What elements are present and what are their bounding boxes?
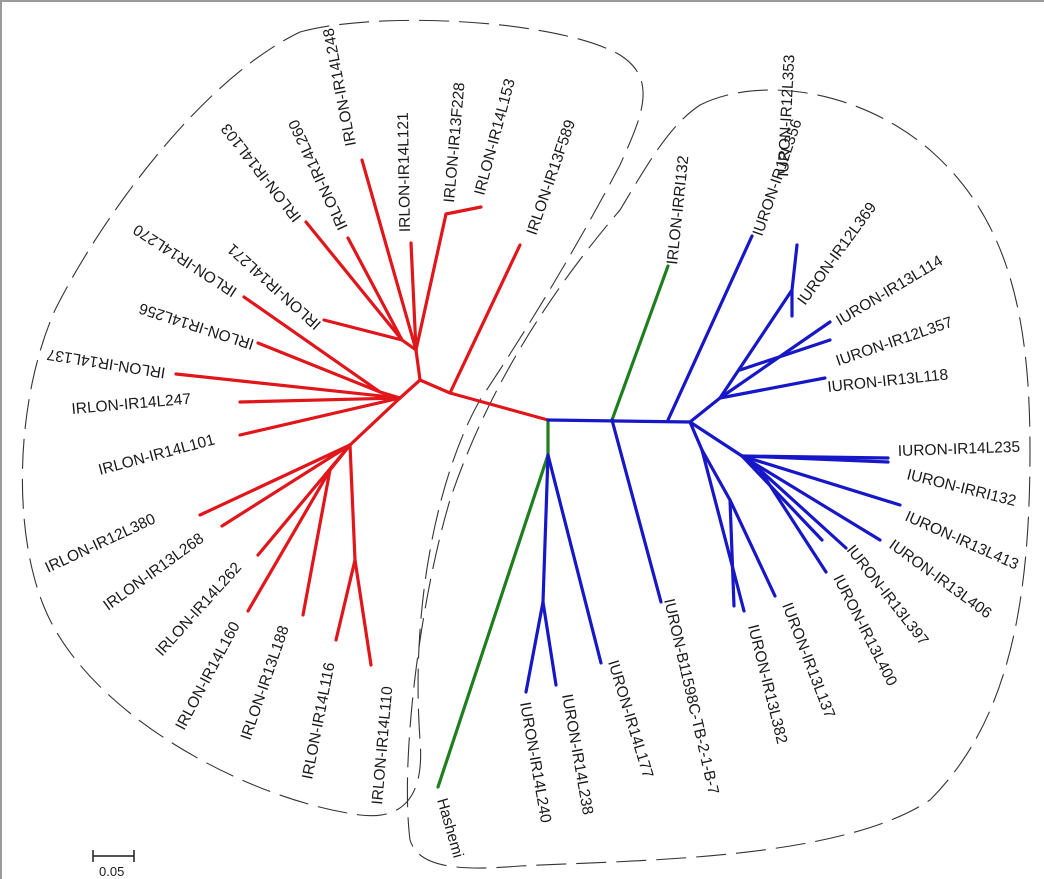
red-branch xyxy=(360,158,418,352)
red-branch xyxy=(334,443,357,642)
group-hull-right xyxy=(406,89,1031,869)
taxon-label: IURON-IR13L137 xyxy=(778,600,838,720)
red-branch xyxy=(174,372,402,400)
taxon-label: IRLON-IRRI132 xyxy=(664,155,692,266)
taxon-label: IRLON-IR14L137 xyxy=(46,345,167,381)
taxon-label: IRLON-IR14L153 xyxy=(471,77,518,197)
red-branch xyxy=(414,348,422,382)
blue-branch xyxy=(610,418,663,604)
taxon-label: IRLON-IR13F589 xyxy=(524,118,579,238)
taxon-label: IRLON-IR14L110 xyxy=(369,685,396,805)
taxon-label: Hashemi xyxy=(433,796,466,859)
blue-branch xyxy=(541,600,558,687)
taxon-label: IURON-IR12L369 xyxy=(794,199,880,308)
taxon-label: IURON-IR13L118 xyxy=(827,366,949,396)
red-branch xyxy=(353,558,373,667)
red-branch xyxy=(398,378,422,400)
taxon-label: IRLON-IR14L248 xyxy=(320,27,360,148)
blue-branch xyxy=(758,468,848,550)
red-branch xyxy=(418,378,550,422)
taxon-label: IRLON-IR14L256 xyxy=(137,299,256,352)
blue-branch xyxy=(790,243,799,292)
blue-branch xyxy=(546,453,603,665)
red-branch xyxy=(304,220,404,342)
blue-branch xyxy=(688,288,794,424)
taxon-labels: IRLON-IR13F589 IRLON-IR14L153 IRLON-IR13… xyxy=(43,27,1022,860)
blue-branch xyxy=(728,498,736,608)
red-branch xyxy=(301,468,332,617)
blue-branch xyxy=(740,454,824,542)
taxon-label: IURON-IRRI132 xyxy=(905,466,1018,510)
taxon-label: IURON-IR14L235 xyxy=(898,439,1021,460)
scale-bar: 0.05 xyxy=(92,850,135,879)
blue-branch xyxy=(666,234,754,422)
red-branch xyxy=(238,396,402,404)
red-branch xyxy=(238,396,402,437)
red-branch xyxy=(256,341,382,394)
red-branch xyxy=(409,241,418,352)
blue-branch xyxy=(738,338,832,372)
taxon-label: IRLON-IR14L101 xyxy=(97,431,217,478)
group-hull-left xyxy=(21,19,644,817)
green-branch xyxy=(610,264,670,422)
red-branch xyxy=(220,443,352,528)
taxon-label: IRLON-IR13L188 xyxy=(238,624,293,743)
red-branch xyxy=(346,236,418,352)
taxon-label: IURON-IR14L177 xyxy=(604,658,656,780)
taxon-label: IRLON-IR14L116 xyxy=(299,661,338,781)
blue-branch xyxy=(740,454,890,460)
taxon-label: IURON-IR12L353 xyxy=(775,54,798,177)
taxon-label: IURON-IR13L382 xyxy=(744,623,790,746)
red-branch xyxy=(414,212,448,352)
taxon-label: IRLON-IR14L270 xyxy=(130,220,240,300)
red-branch xyxy=(444,205,483,216)
taxon-label: IRLON-IR12L380 xyxy=(43,510,159,576)
blue-branch xyxy=(740,454,902,507)
blue-branch xyxy=(546,418,692,424)
taxon-label: IRLON-IR14L121 xyxy=(395,112,414,232)
blue-branch xyxy=(718,376,827,400)
blue-branch xyxy=(740,454,882,542)
taxon-label: IURON-IR13L114 xyxy=(833,252,946,329)
taxon-label: IURON-IR14L238 xyxy=(558,693,596,816)
taxon-label: IURON-B11598C-TB-2-1-B-7 xyxy=(660,597,722,796)
taxon-label: IURON-IR14L240 xyxy=(516,701,554,825)
taxon-label: IRLON-IR14L247 xyxy=(71,391,192,418)
red-branch xyxy=(448,243,522,395)
taxon-label: IRLON-IR13F228 xyxy=(441,82,468,204)
tree-branches xyxy=(174,158,902,789)
red-branch xyxy=(322,318,404,342)
scale-bar-label: 0.05 xyxy=(99,864,124,879)
red-branch xyxy=(198,396,402,517)
